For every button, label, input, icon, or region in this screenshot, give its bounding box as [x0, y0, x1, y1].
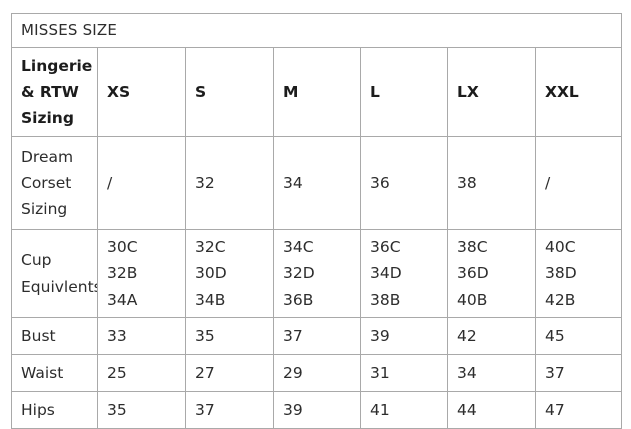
cell: 27 [185, 354, 274, 392]
table-row-dream-corset-sizing: Dream Corset Sizing / 32 34 36 38 / [11, 136, 623, 230]
row-label: Waist [11, 354, 98, 392]
header-label-lingerie-rtw-sizing: Lingerie & RTW Sizing [11, 47, 98, 137]
cell: 37 [534, 354, 623, 392]
cell: 44 [447, 391, 536, 429]
cell: 38C 36D 40B [447, 229, 536, 318]
cell: 34C 32D 36B [273, 229, 361, 318]
cell: 33 [97, 317, 186, 355]
table-row-waist: Waist 25 27 29 31 34 37 [11, 354, 623, 392]
cell: 38 [447, 136, 536, 230]
cell: 36C 34D 38B [360, 229, 448, 318]
cell: 42 [447, 317, 536, 355]
cell: / [97, 136, 186, 230]
cell: / [534, 136, 623, 230]
cell: 36 [360, 136, 448, 230]
cell: 39 [273, 391, 361, 429]
cell: 37 [273, 317, 361, 355]
cell: 34 [273, 136, 361, 230]
column-header-xs: XS [97, 47, 186, 137]
table-header-row: Lingerie & RTW Sizing XS S M L LX XXL [11, 47, 623, 137]
table-row-bust: Bust 33 35 37 39 42 45 [11, 317, 623, 355]
column-header-lx: LX [447, 47, 536, 137]
table-row-cup-equivlents: Cup Equivlents 30C 32B 34A 32C 30D 34B 3… [11, 229, 623, 318]
cell: 32C 30D 34B [185, 229, 274, 318]
row-label: Dream Corset Sizing [11, 136, 98, 230]
row-label: Bust [11, 317, 98, 355]
cell: 47 [534, 391, 623, 429]
cell: 30C 32B 34A [97, 229, 186, 318]
cell: 34 [447, 354, 536, 392]
table-title: MISSES SIZE [10, 13, 623, 48]
row-label: Cup Equivlents [11, 229, 98, 318]
column-header-xxl: XXL [534, 47, 623, 137]
cell: 35 [185, 317, 274, 355]
cell: 41 [360, 391, 448, 429]
table-row: MISSES SIZE [10, 13, 623, 48]
misses-size-table: MISSES SIZE Lingerie & RTW Sizing XS S M… [10, 13, 623, 429]
column-header-l: L [360, 47, 448, 137]
cell: 40C 38D 42B [534, 229, 623, 318]
cell: 45 [534, 317, 623, 355]
cell: 32 [185, 136, 274, 230]
row-label: Hips [11, 391, 98, 429]
cell: 39 [360, 317, 448, 355]
cell: 31 [360, 354, 448, 392]
table-row-hips: Hips 35 37 39 41 44 47 [11, 391, 623, 429]
column-header-s: S [185, 47, 274, 137]
page: MISSES SIZE Lingerie & RTW Sizing XS S M… [10, 13, 623, 429]
cell: 29 [273, 354, 361, 392]
column-header-m: M [273, 47, 361, 137]
cell: 25 [97, 354, 186, 392]
cell: 35 [97, 391, 186, 429]
cell: 37 [185, 391, 274, 429]
